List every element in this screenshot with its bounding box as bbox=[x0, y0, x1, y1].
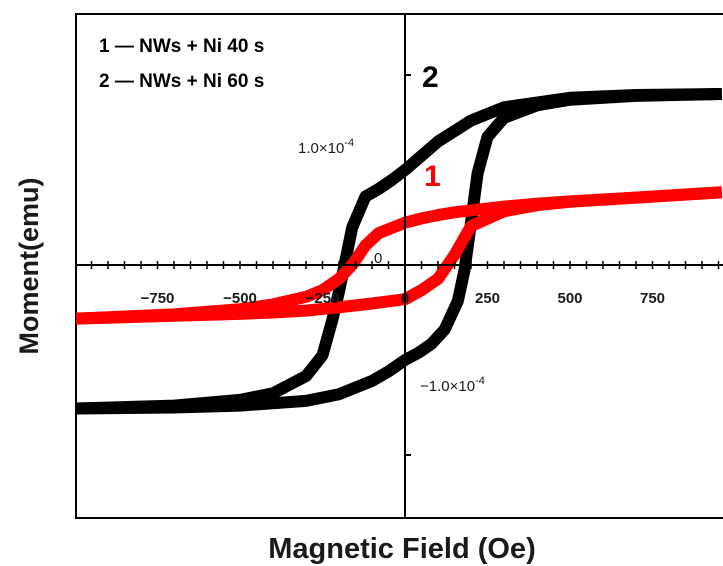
series-2-lower-branch bbox=[76, 88, 722, 415]
x-axis-title: Magnetic Field (Oe) bbox=[268, 533, 535, 565]
x-tick-label: 0 bbox=[401, 290, 409, 307]
x-tick-label: 750 bbox=[640, 290, 665, 307]
series-1-tag: 1 bbox=[424, 160, 441, 193]
x-tick-label: −750 bbox=[141, 290, 175, 307]
x-tick-label: 500 bbox=[557, 290, 582, 307]
series-layer bbox=[76, 88, 723, 415]
x-tick-label: −500 bbox=[223, 290, 257, 307]
series-2-tag: 2 bbox=[422, 61, 439, 94]
x-tick-label: −250 bbox=[306, 290, 340, 307]
series-1-lower-branch bbox=[76, 186, 723, 325]
y-axis-title: Moment(emu) bbox=[14, 178, 44, 355]
axes-layer: −750 −500 −250 0 250 500 750 1.0×10-4 0 −1.0×10-4 bbox=[76, 14, 723, 518]
legend: 1 — NWs + Ni 40 s 2 — NWs + Ni 60 s bbox=[99, 36, 264, 92]
y-tick-label-positive: 1.0×10-4 bbox=[298, 137, 354, 157]
legend-entry-2: 2 — NWs + Ni 60 s bbox=[99, 71, 264, 92]
y-tick-label-zero: 0 bbox=[374, 250, 382, 267]
x-tick-label: 250 bbox=[475, 290, 500, 307]
series-2-upper-branch bbox=[76, 88, 722, 415]
y-tick-label-negative: −1.0×10-4 bbox=[420, 375, 485, 395]
legend-entry-1: 1 — NWs + Ni 40 s bbox=[99, 36, 264, 57]
